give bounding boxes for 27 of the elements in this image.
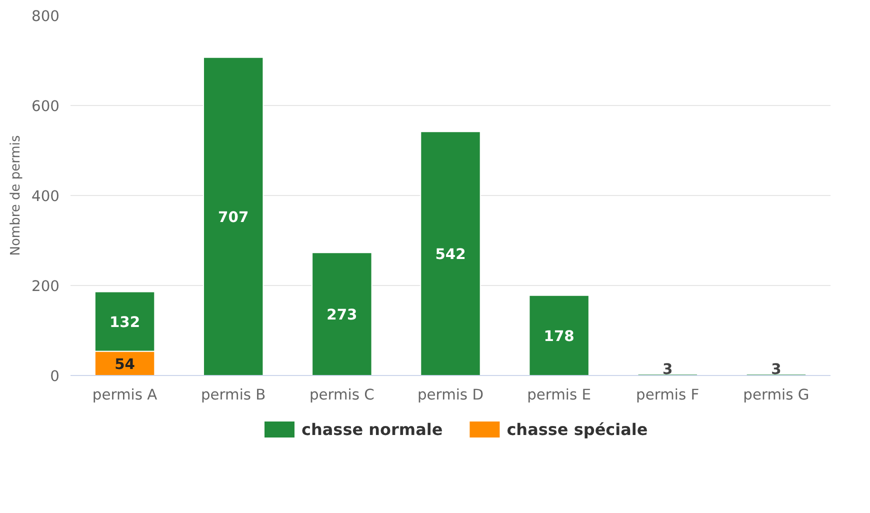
x-tick-label: permis A xyxy=(92,386,158,404)
y-tick-label: 800 xyxy=(32,8,60,25)
x-tick-label: permis F xyxy=(636,386,700,404)
bar xyxy=(420,131,481,376)
y-axis-title: Nombre de permis xyxy=(8,134,24,256)
x-tick-label: permis C xyxy=(309,386,374,404)
x-tick-label: permis E xyxy=(527,386,592,404)
legend-label: chasse normale xyxy=(302,420,443,439)
x-tick-label: permis D xyxy=(417,386,484,404)
y-tick-label: 200 xyxy=(32,278,60,295)
data-label: 178 xyxy=(544,328,574,345)
data-label: 54 xyxy=(114,356,135,373)
data-label: 3 xyxy=(771,361,782,378)
y-tick-label: 400 xyxy=(32,188,60,205)
y-tick-label: 600 xyxy=(32,98,60,115)
x-tick-label: permis B xyxy=(200,386,266,404)
data-label: 542 xyxy=(435,246,466,264)
legend-label: chasse spéciale xyxy=(506,420,648,439)
data-label: 3 xyxy=(662,361,673,378)
bar xyxy=(203,56,264,376)
bar xyxy=(528,294,590,376)
data-label: 273 xyxy=(326,306,358,324)
data-label: 132 xyxy=(109,314,140,331)
bar xyxy=(312,252,372,376)
y-tick-label: 0 xyxy=(50,368,60,385)
data-label: 707 xyxy=(218,208,249,226)
x-tick-label: permis G xyxy=(743,386,810,404)
